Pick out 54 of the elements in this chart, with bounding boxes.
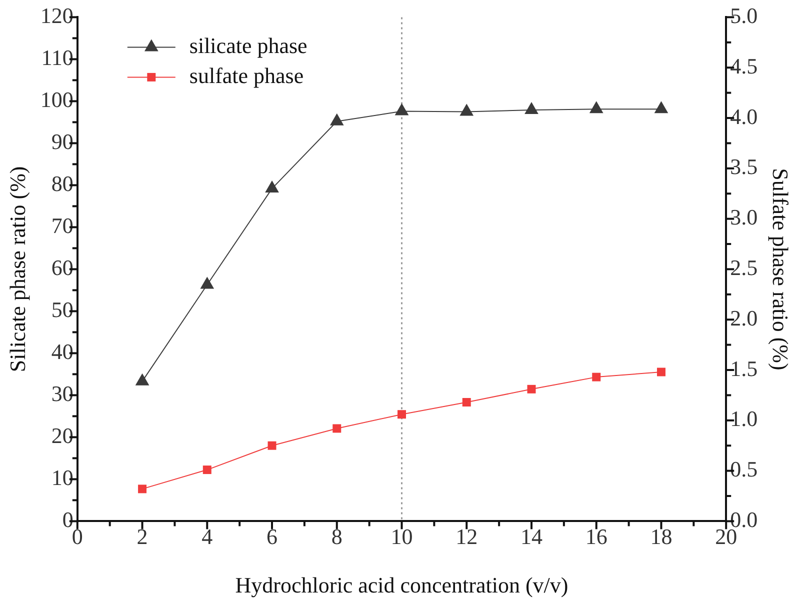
legend-label: silicate phase xyxy=(189,32,308,58)
point xyxy=(202,466,212,474)
y2-tick-label: 4.0 xyxy=(730,104,758,129)
point xyxy=(135,373,150,386)
y2-tick-label: 4.5 xyxy=(730,53,758,78)
x-tick-label: 12 xyxy=(456,524,478,550)
y2-tick-label: 1.5 xyxy=(730,356,758,381)
point xyxy=(524,102,538,114)
y-tick-label: 60 xyxy=(51,254,74,280)
x-tick-label: 10 xyxy=(390,524,413,550)
y-tick-label: 10 xyxy=(51,464,74,490)
y2-tick-label: 2.0 xyxy=(730,305,758,330)
point xyxy=(138,484,147,494)
point xyxy=(332,424,342,433)
y2-tick-label: 3.5 xyxy=(730,154,758,180)
y-tick-label: 40 xyxy=(51,338,74,364)
y-tick-label: 30 xyxy=(51,380,74,406)
x-tick-label: 6 xyxy=(266,524,278,550)
x-tick-label: 18 xyxy=(650,524,672,550)
y2-tick-label: 5.0 xyxy=(730,2,758,28)
y2-tick-label: 1.0 xyxy=(730,406,758,432)
y-tick-label: 90 xyxy=(51,128,74,154)
y-axis-title: Silicate phase ratio (%) xyxy=(4,166,30,372)
x-tick-label: 2 xyxy=(136,524,148,550)
y-tick-label: 80 xyxy=(51,170,74,196)
y2-tick-label: 2.5 xyxy=(730,254,758,280)
point xyxy=(330,113,344,126)
x-tick-label: 4 xyxy=(202,524,213,550)
point xyxy=(398,410,406,419)
point xyxy=(527,384,536,394)
x-tick-label: 8 xyxy=(331,524,342,550)
point xyxy=(656,368,666,376)
y-tick-label: 50 xyxy=(51,296,74,322)
x-tick-label: 16 xyxy=(585,524,608,550)
point xyxy=(592,372,601,382)
point xyxy=(268,441,276,450)
y-tick-label: 120 xyxy=(40,2,74,28)
y-tick-label: 110 xyxy=(41,44,74,70)
y-tick-label: 100 xyxy=(40,86,74,112)
x-tick-label: 14 xyxy=(520,524,542,550)
y-tick-label: 20 xyxy=(51,422,74,448)
point xyxy=(460,104,474,116)
y2-tick-label: 3.0 xyxy=(730,204,758,230)
y-tick-label: 70 xyxy=(51,212,74,238)
point xyxy=(200,276,214,289)
point xyxy=(394,103,409,116)
x-axis-title: Hydrochloric acid concentration (v/v) xyxy=(235,572,568,598)
point xyxy=(589,101,604,114)
legend-label: sulfate phase xyxy=(189,62,304,88)
point xyxy=(462,398,471,406)
point xyxy=(265,180,279,193)
point xyxy=(654,101,668,114)
y2-axis-title: Sulfate phase ratio (%) xyxy=(768,168,794,370)
y2-tick-label: 0.5 xyxy=(730,456,758,482)
